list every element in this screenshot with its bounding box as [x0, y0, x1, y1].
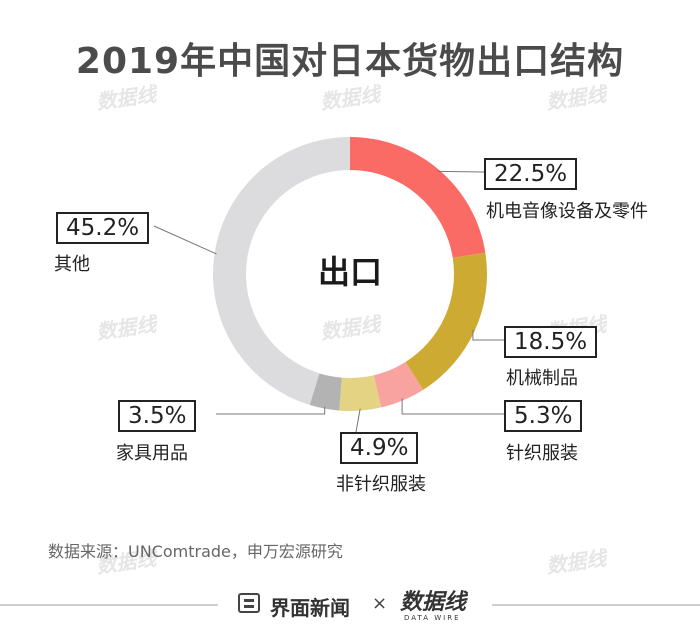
leader-line-3 — [355, 408, 361, 433]
donut-chart: 出口 — [153, 137, 504, 433]
footer-divider-right — [492, 604, 700, 606]
category-label-furniture: 家具用品 — [116, 443, 188, 464]
leader-line-4 — [216, 406, 326, 415]
donut-slice-2 — [373, 361, 424, 408]
value-label-knit-apparel: 5.3% — [504, 400, 583, 432]
value-label-non-knit-apparel: 4.9% — [340, 432, 419, 464]
donut-center-label: 出口 — [318, 253, 382, 291]
donut-slice-5 — [212, 137, 350, 405]
category-label-other: 其他 — [54, 254, 90, 275]
footer-data-wire-logo: 数据线 — [400, 589, 467, 615]
source-note: 数据来源：UNComtrade，申万宏源研究 — [48, 542, 343, 561]
chart-title: 2019年中国对日本货物出口结构 — [75, 41, 625, 82]
leader-line-5 — [153, 225, 217, 255]
category-label-knit-apparel: 针织服装 — [506, 443, 578, 464]
value-label-machinery-electrical: 22.5% — [484, 158, 578, 190]
footer-separator: × — [372, 593, 388, 614]
donut-slice-4 — [309, 373, 342, 411]
footer-brand-name: 界面新闻 — [270, 596, 350, 620]
donut-slice-0 — [350, 137, 486, 258]
donut-slice-1 — [405, 252, 488, 390]
leader-line-0 — [437, 170, 485, 173]
footer-divider-left — [0, 604, 218, 606]
category-label-non-knit-apparel: 非针织服装 — [336, 474, 426, 495]
category-label-machinery: 机械制品 — [506, 368, 578, 389]
category-label-machinery-electrical: 机电音像设备及零件 — [486, 201, 648, 222]
leader-line-1 — [472, 329, 504, 341]
watermark-8: 数据线 — [544, 545, 608, 579]
leader-line-2 — [401, 398, 504, 415]
value-label-furniture: 3.5% — [118, 400, 197, 432]
value-label-other: 45.2% — [56, 212, 150, 244]
brand-logo-icon — [238, 593, 260, 613]
footer-data-wire-subtitle: DATA WIRE — [404, 614, 461, 622]
donut-slice-3 — [339, 375, 382, 412]
value-label-machinery: 18.5% — [504, 326, 598, 358]
